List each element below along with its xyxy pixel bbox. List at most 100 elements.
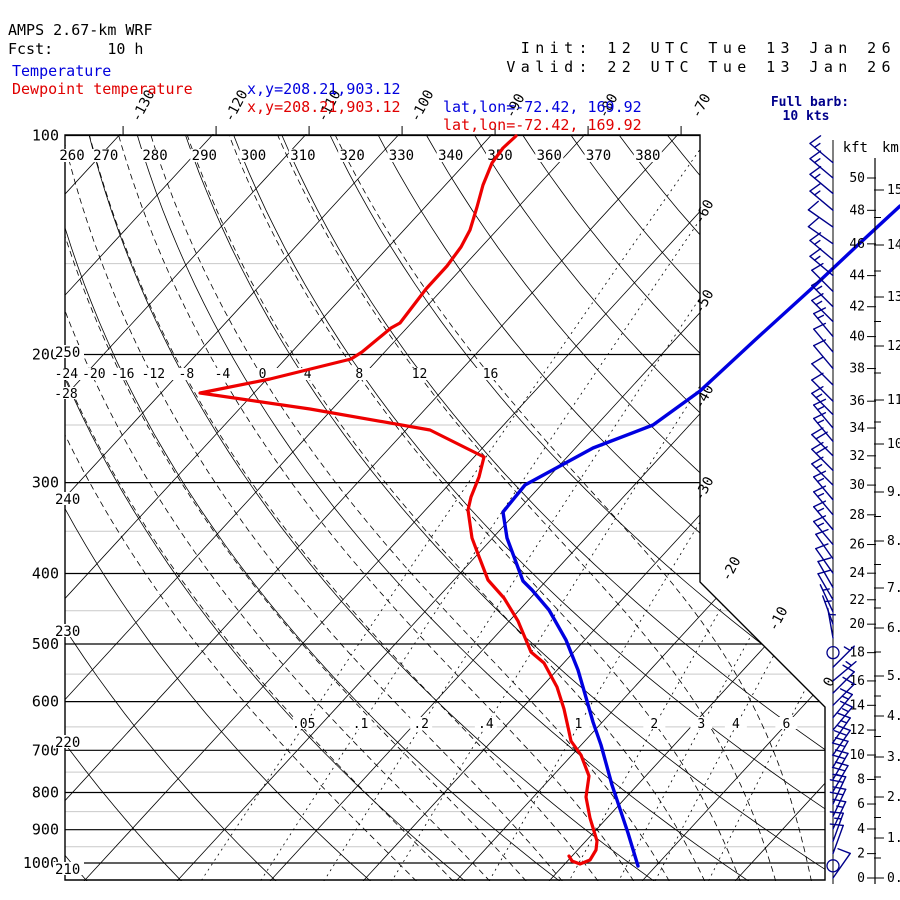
legend-temperature-label: Temperature [12,62,112,80]
svg-text:24: 24 [849,566,865,581]
svg-text:-50: -50 [691,287,717,317]
svg-text:-60: -60 [691,197,717,227]
svg-text:14: 14 [849,698,865,713]
svg-text:.4: .4 [478,717,494,732]
svg-text:46: 46 [849,237,865,252]
svg-text:9.: 9. [887,485,900,500]
svg-text:7.: 7. [887,581,900,596]
svg-text:290: 290 [192,148,217,164]
svg-text:0.: 0. [887,871,900,886]
moist-adiabat-lines [65,135,812,881]
svg-text:0: 0 [820,675,838,690]
svg-text:-12: -12 [142,367,165,382]
svg-text:220: 220 [55,735,80,751]
svg-text:36: 36 [849,394,865,409]
svg-text:-20: -20 [718,554,744,584]
init-time: Init: 12 UTC Tue 13 Jan 26 [520,39,896,57]
svg-text:3: 3 [697,717,705,732]
legend-temperature-xy: x,y=208.21,903.12 [247,80,401,98]
svg-text:230: 230 [55,624,80,640]
svg-text:-20: -20 [82,367,105,382]
isotherm-lines [65,134,825,881]
svg-text:13.: 13. [887,290,900,305]
svg-text:6: 6 [857,797,865,812]
svg-text:380: 380 [635,148,660,164]
svg-text:800: 800 [32,783,59,801]
svg-text:-16: -16 [111,367,134,382]
svg-text:8.: 8. [887,534,900,549]
svg-text:310: 310 [290,148,315,164]
svg-text:.05: .05 [292,717,315,732]
svg-text:6: 6 [782,717,790,732]
dry-adiabat-lines [65,135,825,881]
svg-text:32: 32 [849,449,865,464]
svg-text:Full barb:: Full barb: [771,95,849,110]
svg-text:280: 280 [142,148,167,164]
pressure-grid [65,134,825,864]
svg-text:250: 250 [55,345,80,361]
svg-text:3.: 3. [887,750,900,765]
svg-text:12.: 12. [887,339,900,354]
wind-barbs: Full barb:10 kts [771,95,857,884]
svg-text:42: 42 [849,300,865,315]
svg-text:210: 210 [55,862,80,878]
svg-text:26: 26 [849,538,865,553]
svg-text:48: 48 [849,203,865,218]
svg-text:300: 300 [241,148,266,164]
svg-text:44: 44 [849,269,865,284]
svg-text:30: 30 [849,478,865,493]
svg-text:400: 400 [32,564,59,582]
svg-text:-100: -100 [407,87,437,124]
svg-text:8: 8 [355,367,363,382]
svg-text:240: 240 [55,492,80,508]
svg-text:22: 22 [849,593,865,608]
svg-text:100: 100 [32,127,59,145]
svg-text:340: 340 [438,148,463,164]
svg-text:.2: .2 [413,717,429,732]
svg-text:11.: 11. [887,393,900,408]
legend-dewpoint-xy: x,y=208.21,903.12 [247,98,401,116]
svg-text:40: 40 [849,330,865,345]
svg-text:-70: -70 [688,91,714,121]
svg-text:0: 0 [857,871,865,886]
svg-text:10.: 10. [887,437,900,452]
svg-text:34: 34 [849,421,865,436]
temperature-trace [501,204,900,868]
svg-text:200: 200 [32,345,59,363]
svg-text:900: 900 [32,821,59,839]
legend-temperature-latlon: lat,lon=-72.42, 169.92 [443,98,642,116]
svg-text:270: 270 [93,148,118,164]
svg-text:50: 50 [849,171,865,186]
svg-text:15.: 15. [887,183,900,198]
svg-text:4: 4 [732,717,740,732]
svg-text:330: 330 [389,148,414,164]
svg-text:-10: -10 [765,604,791,634]
svg-text:28: 28 [849,508,865,523]
legend-dewpoint-label: Dewpoint temperature [12,80,193,98]
svg-text:2.: 2. [887,790,900,805]
svg-text:700: 700 [32,741,59,759]
valid-time: Valid: 22 UTC Tue 13 Jan 26 [506,58,896,76]
svg-text:.1: .1 [353,717,369,732]
page-title: AMPS 2.67-km WRF [8,21,153,39]
svg-text:2: 2 [857,847,865,862]
height-scales: kft km02468101214161820222426283032343638… [843,140,900,886]
svg-text:8: 8 [857,772,865,787]
svg-text:-30: -30 [691,474,717,504]
svg-text:10 kts: 10 kts [783,109,830,124]
svg-text:600: 600 [32,693,59,711]
plot-border [64,134,826,881]
svg-text:14.: 14. [887,238,900,253]
svg-text:16: 16 [483,367,499,382]
svg-text:-24: -24 [55,367,79,382]
svg-text:4: 4 [857,822,865,837]
svg-text:500: 500 [32,635,59,653]
legend-dewpoint-latlon: lat,lon=-72.42, 169.92 [443,116,642,134]
svg-text:-28: -28 [54,387,77,402]
svg-text:km: km [882,140,899,156]
svg-text:20: 20 [849,617,865,632]
svg-text:1.: 1. [887,831,900,846]
forecast-hour: Fcst: 10 h [8,40,144,58]
